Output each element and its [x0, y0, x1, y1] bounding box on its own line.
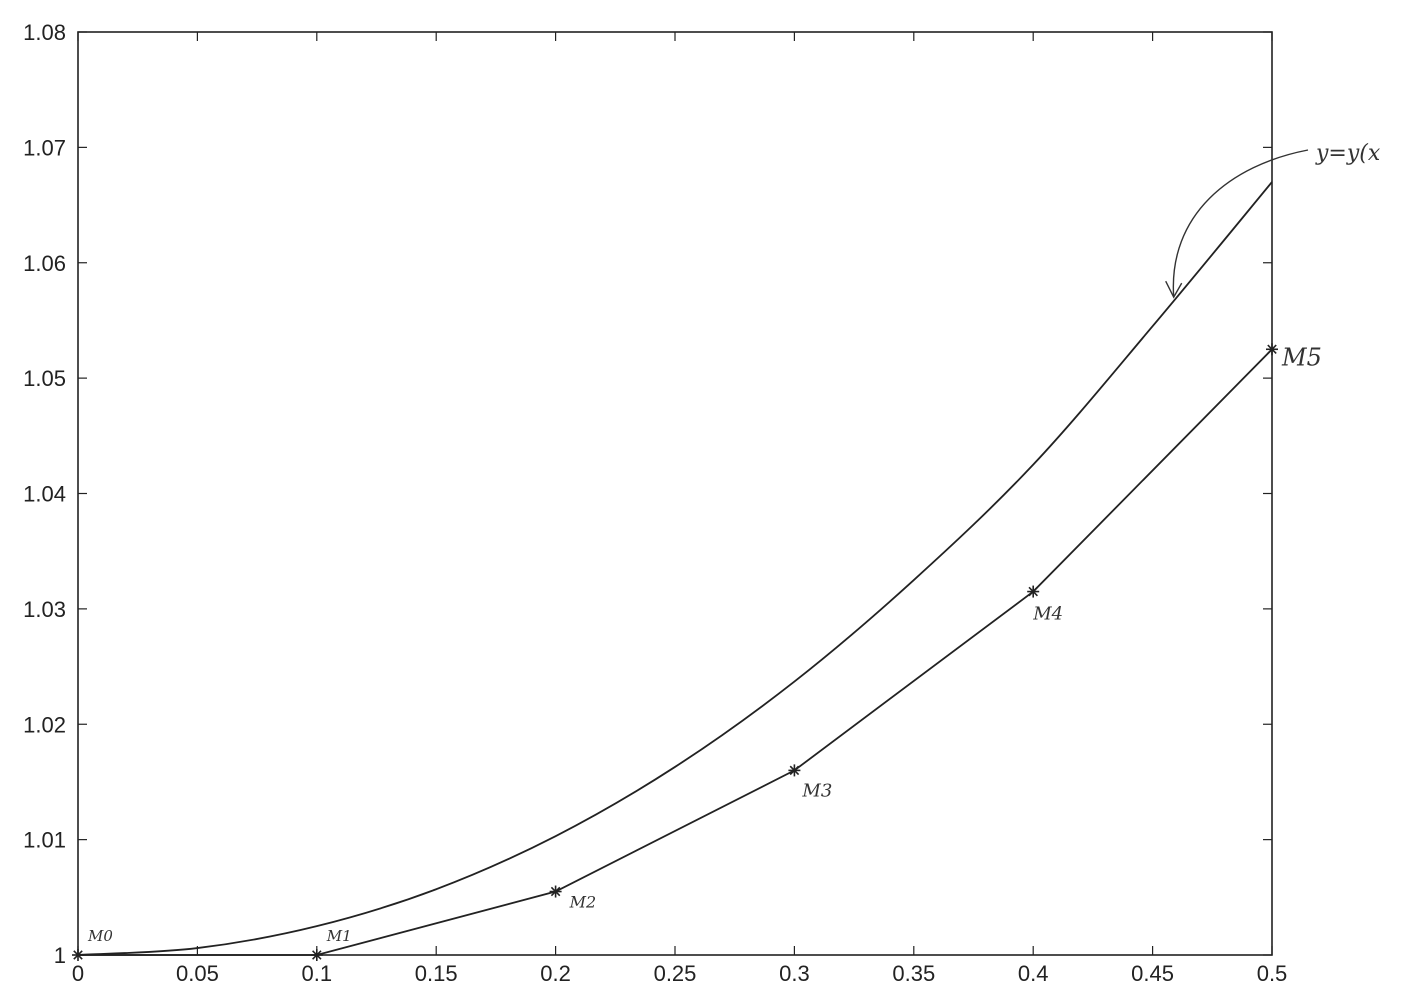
- asterisk-marker: [72, 949, 84, 961]
- y-tick-label: 1.07: [23, 135, 66, 160]
- asterisk-marker: [310, 949, 323, 961]
- x-tick-label: 0: [72, 961, 84, 986]
- x-tick-label: 0.4: [1018, 961, 1049, 986]
- asterisk-marker: [549, 885, 562, 898]
- markers-group: [72, 343, 1278, 961]
- asterisk-marker: [1027, 585, 1040, 598]
- y-tick-label: 1.01: [23, 828, 66, 853]
- point-label: M4: [1032, 604, 1063, 625]
- exact-solution-curve: [77, 181, 1273, 956]
- point-label: M2: [569, 893, 597, 912]
- x-tick-label: 0.05: [176, 961, 219, 986]
- point-label: M0: [87, 927, 113, 945]
- approximation-polyline: [78, 348, 1273, 956]
- annotation-group: y=y(x: [1165, 141, 1381, 299]
- y-tick-label: 1.05: [23, 366, 66, 391]
- x-tick-label: 0.1: [302, 961, 333, 986]
- y-tick-label: 1.03: [23, 597, 66, 622]
- x-tick-label: 0.5: [1257, 961, 1288, 986]
- point-labels-group: M0 M1 M2 M3 M4 M5: [87, 343, 1322, 945]
- point-label: M1: [326, 927, 352, 945]
- x-tick-label: 0.15: [415, 961, 458, 986]
- x-tick-label: 0.25: [654, 961, 697, 986]
- annotation-text: y=y(x: [1315, 141, 1381, 166]
- asterisk-marker: [1266, 343, 1278, 356]
- axes-frame: [77, 31, 1273, 956]
- annotation-arrow: [1172, 149, 1309, 298]
- x-tick-label: 0.3: [779, 961, 810, 986]
- asterisk-marker: [788, 764, 801, 777]
- plot-frame: [77, 31, 1273, 956]
- y-tick-label: 1.08: [23, 20, 66, 45]
- y-tick-label: 1.04: [23, 482, 66, 507]
- y-tick-label: 1: [54, 943, 66, 968]
- series-group: [77, 181, 1273, 956]
- axis-ticks: [77, 31, 1273, 956]
- y-tick-label: 1.02: [23, 712, 66, 737]
- x-tick-labels: 0 0.05 0.1 0.15 0.2 0.25 0.3 0.35 0.4 0.45 0.5: [72, 961, 1287, 986]
- annotation-arrowhead: [1165, 280, 1183, 299]
- point-label: M3: [801, 780, 832, 801]
- x-tick-label: 0.35: [892, 961, 935, 986]
- x-tick-label: 0.45: [1131, 961, 1174, 986]
- y-tick-labels: 1 1.01 1.02 1.03 1.04 1.05 1.06 1.07 1.08: [23, 20, 66, 968]
- point-label: M5: [1281, 343, 1322, 371]
- x-tick-label: 0.2: [540, 961, 571, 986]
- y-tick-label: 1.06: [23, 251, 66, 276]
